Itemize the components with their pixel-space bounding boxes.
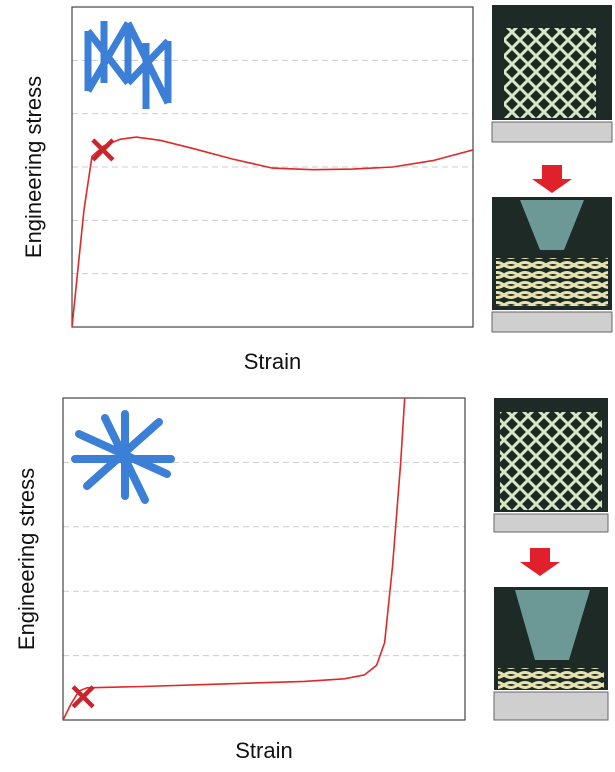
platen bbox=[493, 691, 609, 721]
icon bbox=[71, 410, 175, 504]
platen-glow bbox=[515, 590, 590, 660]
x-axis-label: Strain bbox=[244, 349, 301, 374]
platen bbox=[491, 311, 613, 333]
x-axis-label: Strain bbox=[235, 738, 292, 763]
icon bbox=[84, 21, 172, 109]
photo-group bbox=[493, 398, 609, 721]
platen-glow bbox=[520, 200, 584, 250]
lattice bbox=[498, 668, 604, 690]
plot-frame bbox=[71, 6, 474, 328]
lattice-icon bbox=[71, 410, 175, 504]
plot-frame bbox=[62, 397, 466, 721]
photo-group bbox=[491, 5, 613, 333]
arrow bbox=[532, 165, 572, 193]
lattice bbox=[496, 258, 608, 306]
stress-curve bbox=[72, 136, 473, 327]
lattice bbox=[504, 28, 596, 118]
lattice bbox=[500, 412, 602, 510]
lattice-icon bbox=[84, 21, 172, 109]
failure-marker bbox=[71, 685, 95, 709]
chart: Strain Engineering stress bbox=[21, 6, 474, 374]
y-axis-label: Engineering stress bbox=[14, 468, 39, 650]
platen bbox=[491, 121, 613, 143]
stress-curve bbox=[63, 398, 406, 720]
failure-marker bbox=[91, 138, 115, 162]
chart: Strain Engineering stress bbox=[14, 397, 466, 763]
arrow bbox=[520, 548, 560, 576]
y-axis-label: Engineering stress bbox=[21, 76, 46, 258]
platen bbox=[493, 513, 609, 533]
